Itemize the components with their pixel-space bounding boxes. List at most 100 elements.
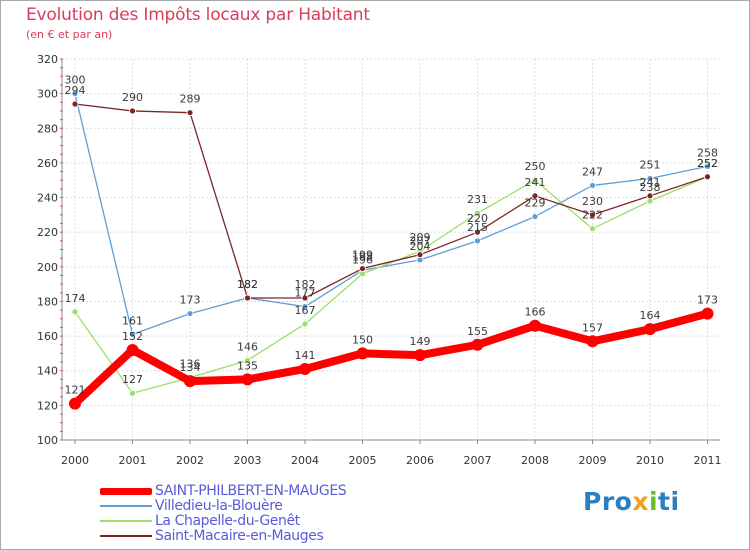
data-label-la-chapelle-du-genet: 252 <box>697 157 718 170</box>
data-point-saint-macaire-en-mauges <box>704 173 711 181</box>
y-tick-label: 100 <box>37 434 58 447</box>
data-label-villedieu-la-blouere: 173 <box>180 294 201 307</box>
x-tick-label: 2010 <box>636 454 664 467</box>
data-label-la-chapelle-du-genet: 231 <box>467 193 488 206</box>
data-point-la-chapelle-du-genet <box>301 320 309 328</box>
data-point-saint-philbert-en-mauges <box>586 335 599 348</box>
data-point-saint-philbert-en-mauges <box>701 307 714 320</box>
data-label-villedieu-la-blouere: 229 <box>525 197 546 210</box>
legend-item-saint-macaire: Saint-Macaire-en-Mauges <box>100 528 420 544</box>
y-tick-label: 280 <box>37 122 58 135</box>
data-label-la-chapelle-du-genet: 196 <box>352 254 373 267</box>
data-label-villedieu-la-blouere: 251 <box>640 158 661 171</box>
y-tick-label: 220 <box>37 226 58 239</box>
legend-swatch-villedieu <box>100 505 152 507</box>
x-tick-label: 2008 <box>521 454 549 467</box>
data-label-villedieu-la-blouere: 182 <box>237 278 258 291</box>
y-tick-label: 180 <box>37 295 58 308</box>
data-label-la-chapelle-du-genet: 174 <box>65 292 86 305</box>
data-label-saint-macaire-en-mauges: 241 <box>525 176 546 189</box>
legend-item-villedieu: Villedieu-la-Blouère <box>100 498 420 514</box>
legend-item-la-chapelle: La Chapelle-du-Genêt <box>100 513 420 529</box>
legend-label-la-chapelle: La Chapelle-du-Genêt <box>155 513 300 529</box>
data-point-villedieu-la-blouere <box>531 213 539 220</box>
data-point-la-chapelle-du-genet <box>589 225 596 233</box>
data-point-saint-macaire-en-mauges <box>531 192 539 200</box>
data-label-la-chapelle-du-genet: 238 <box>640 181 661 194</box>
data-label-saint-philbert-en-mauges: 149 <box>410 335 431 348</box>
x-tick-label: 2001 <box>119 454 147 467</box>
data-point-villedieu-la-blouere <box>129 330 136 338</box>
data-label-saint-macaire-en-mauges: 252 <box>697 157 718 170</box>
data-point-saint-macaire-en-mauges <box>589 211 596 219</box>
data-label-saint-macaire-en-mauges: 220 <box>467 212 488 225</box>
data-label-saint-macaire-en-mauges: 182 <box>295 278 316 291</box>
legend-swatch-saint-philbert <box>100 488 152 495</box>
y-tick-label: 120 <box>37 399 58 412</box>
legend-swatch-saint-macaire <box>100 535 152 537</box>
data-point-saint-macaire-en-mauges <box>646 192 654 200</box>
y-tick-label: 140 <box>37 365 58 378</box>
data-point-saint-macaire-en-mauges <box>186 109 194 117</box>
data-point-saint-philbert-en-mauges <box>356 347 369 360</box>
data-point-villedieu-la-blouere <box>474 237 481 245</box>
x-tick-label: 2006 <box>406 454 434 467</box>
data-label-la-chapelle-du-genet: 136 <box>180 358 201 371</box>
data-label-saint-philbert-en-mauges: 135 <box>237 359 258 372</box>
proxiti-logo: Proxiti <box>583 487 680 516</box>
data-label-villedieu-la-blouere: 247 <box>582 165 603 178</box>
data-point-saint-philbert-en-mauges <box>414 349 426 362</box>
data-label-villedieu-la-blouere: 204 <box>410 240 431 253</box>
data-point-villedieu-la-blouere <box>704 162 711 170</box>
data-point-villedieu-la-blouere <box>301 303 309 311</box>
data-point-saint-macaire-en-mauges <box>301 294 309 302</box>
data-point-saint-philbert-en-mauges <box>69 397 81 410</box>
data-point-saint-macaire-en-mauges <box>474 228 481 236</box>
data-label-la-chapelle-du-genet: 127 <box>122 373 143 386</box>
data-label-villedieu-la-blouere: 258 <box>697 146 718 159</box>
data-label-villedieu-la-blouere: 198 <box>352 250 373 263</box>
series-line-saint-philbert-en-mauges <box>71 309 712 408</box>
data-point-villedieu-la-blouere <box>646 175 654 182</box>
x-tick-label: 2004 <box>291 454 319 467</box>
x-tick-label: 2003 <box>234 454 262 467</box>
legend-item-saint-philbert: SAINT-PHILBERT-EN-MAUGES <box>100 483 420 499</box>
data-label-saint-philbert-en-mauges: 155 <box>467 325 488 338</box>
data-point-saint-philbert-en-mauges <box>184 375 196 388</box>
x-tick-label: 2005 <box>349 454 377 467</box>
data-point-saint-macaire-en-mauges <box>71 100 79 108</box>
data-point-saint-macaire-en-mauges <box>416 251 424 259</box>
data-label-saint-macaire-en-mauges: 199 <box>352 249 373 262</box>
data-label-la-chapelle-du-genet: 250 <box>525 160 546 173</box>
data-label-saint-philbert-en-mauges: 152 <box>122 330 143 343</box>
data-label-saint-macaire-en-mauges: 230 <box>582 195 603 208</box>
data-label-saint-macaire-en-mauges: 207 <box>410 235 431 248</box>
data-point-villedieu-la-blouere <box>71 90 79 98</box>
data-point-saint-philbert-en-mauges <box>529 319 541 332</box>
x-tick-label: 2011 <box>694 454 722 467</box>
legend-label-saint-macaire: Saint-Macaire-en-Mauges <box>155 528 324 544</box>
data-label-la-chapelle-du-genet: 146 <box>237 340 258 353</box>
data-point-saint-philbert-en-mauges <box>644 323 656 336</box>
y-tick-label: 160 <box>37 330 58 343</box>
data-point-villedieu-la-blouere <box>589 182 596 189</box>
x-tick-label: 2002 <box>176 454 204 467</box>
data-point-saint-macaire-en-mauges <box>359 265 366 272</box>
data-point-la-chapelle-du-genet <box>71 308 79 316</box>
data-label-saint-philbert-en-mauges: 150 <box>352 333 373 346</box>
data-label-la-chapelle-du-genet: 222 <box>582 209 603 222</box>
data-point-la-chapelle-du-genet <box>129 389 136 397</box>
data-label-saint-macaire-en-mauges: 290 <box>122 91 143 104</box>
data-label-la-chapelle-du-genet: 167 <box>295 304 316 317</box>
data-point-la-chapelle-du-genet <box>531 176 539 184</box>
data-label-saint-philbert-en-mauges: 157 <box>582 321 603 334</box>
chart-subtitle: (en € et par an) <box>26 28 113 41</box>
series-line-villedieu-la-blouere <box>74 92 709 336</box>
y-tick-label: 300 <box>37 88 58 101</box>
data-label-villedieu-la-blouere: 177 <box>295 287 316 300</box>
data-point-la-chapelle-du-genet <box>474 209 481 217</box>
data-label-saint-macaire-en-mauges: 241 <box>640 176 661 189</box>
data-label-saint-philbert-en-mauges: 166 <box>525 306 546 319</box>
data-label-saint-philbert-en-mauges: 134 <box>180 361 201 374</box>
